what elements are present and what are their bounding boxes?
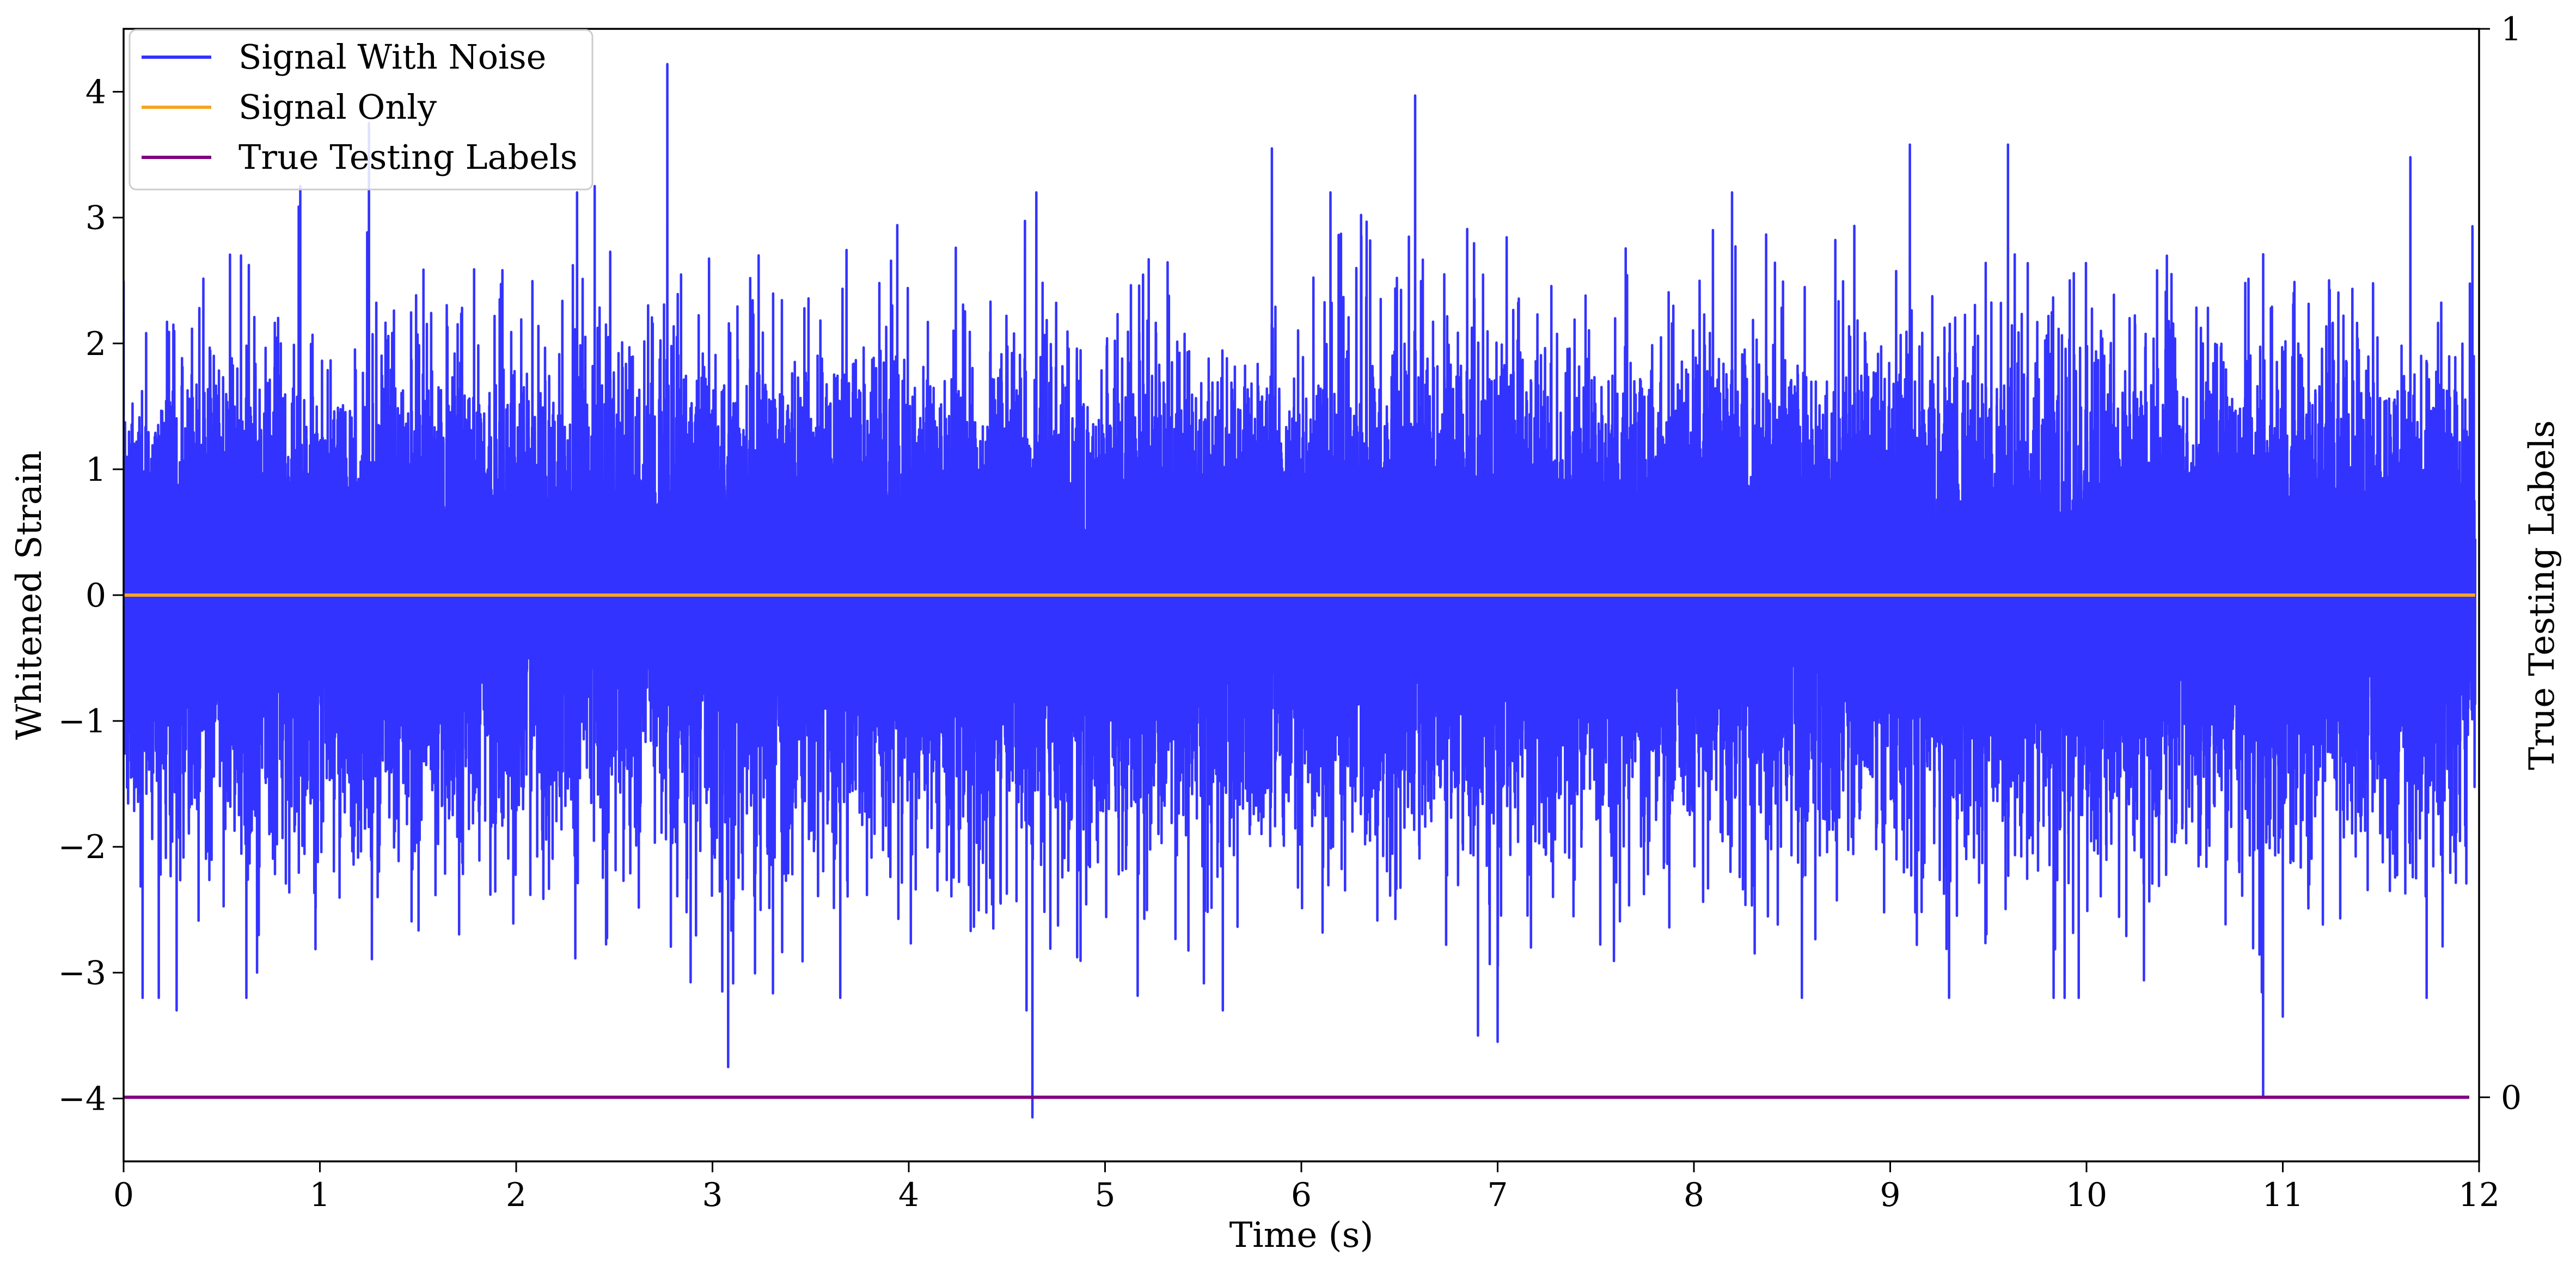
y-tick-label: 2 xyxy=(85,325,106,363)
x-tick-label: 10 xyxy=(2066,1176,2107,1214)
x-tick-label: 11 xyxy=(2262,1176,2303,1214)
x-tick-label: 9 xyxy=(1880,1176,1900,1214)
x-tick-label: 5 xyxy=(1094,1176,1115,1214)
x-tick-label: 6 xyxy=(1291,1176,1312,1214)
plot-area xyxy=(124,63,2477,1119)
x-tick-label: 2 xyxy=(506,1176,527,1214)
x-tick-label: 0 xyxy=(113,1176,134,1214)
x-tick-label: 8 xyxy=(1684,1176,1704,1214)
y-tick-label: 3 xyxy=(85,199,106,237)
y-tick-label: −1 xyxy=(58,702,106,740)
x-axis-label: Time (s) xyxy=(1229,1215,1374,1256)
legend: Signal With Noise Signal Only True Testing… xyxy=(129,29,593,191)
y-tick-label: −3 xyxy=(58,954,106,992)
y2-tick-label: 0 xyxy=(2501,1079,2522,1117)
x-tick-label: 7 xyxy=(1487,1176,1508,1214)
legend-box xyxy=(129,29,593,191)
y-tick-label: 4 xyxy=(85,74,106,112)
y-tick-label: −4 xyxy=(58,1080,106,1118)
legend-label-signal-with-noise: Signal With Noise xyxy=(238,37,546,77)
x-tick-label: 4 xyxy=(898,1176,919,1214)
y-axis-label: Whitened Strain xyxy=(9,450,50,739)
plot-series-group xyxy=(124,63,2477,1119)
x-tick-label: 3 xyxy=(702,1176,723,1214)
x-tick-label: 1 xyxy=(309,1176,330,1214)
y-tick-label: 1 xyxy=(85,451,106,489)
series-signal-with-noise xyxy=(124,63,2477,1119)
y-tick-label: 0 xyxy=(85,577,106,615)
y-tick-label: −2 xyxy=(58,828,106,866)
legend-label-true-testing-labels: True Testing Labels xyxy=(238,137,578,177)
x-tick-label: 12 xyxy=(2458,1176,2500,1214)
y2-axis-label: True Testing Labels xyxy=(2522,420,2562,770)
legend-label-signal-only: Signal Only xyxy=(238,87,437,127)
y2-tick-label: 1 xyxy=(2501,10,2522,48)
